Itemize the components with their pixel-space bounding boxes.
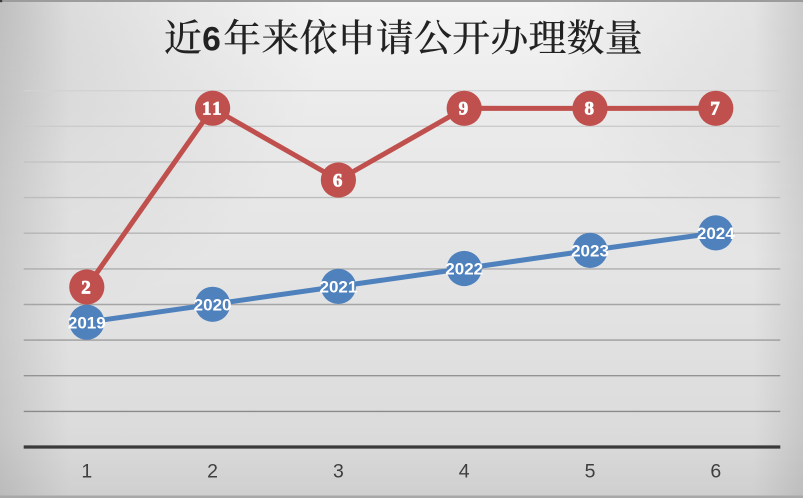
svg-text:3: 3 bbox=[333, 461, 344, 483]
svg-text:6: 6 bbox=[333, 170, 344, 191]
svg-text:9: 9 bbox=[459, 99, 470, 120]
svg-text:1: 1 bbox=[81, 461, 92, 483]
svg-text:7: 7 bbox=[710, 99, 721, 120]
svg-text:2: 2 bbox=[207, 461, 218, 483]
svg-text:8: 8 bbox=[584, 99, 595, 120]
svg-text:2022: 2022 bbox=[445, 260, 483, 279]
svg-text:5: 5 bbox=[585, 461, 596, 483]
svg-text:2024: 2024 bbox=[697, 224, 735, 243]
svg-text:4: 4 bbox=[459, 461, 470, 483]
svg-text:2020: 2020 bbox=[194, 296, 232, 315]
svg-text:2019: 2019 bbox=[68, 313, 106, 332]
svg-text:11: 11 bbox=[202, 99, 223, 120]
svg-text:2021: 2021 bbox=[319, 278, 357, 297]
svg-text:6: 6 bbox=[710, 461, 721, 483]
svg-text:2: 2 bbox=[81, 277, 92, 298]
svg-text:2023: 2023 bbox=[571, 242, 609, 261]
